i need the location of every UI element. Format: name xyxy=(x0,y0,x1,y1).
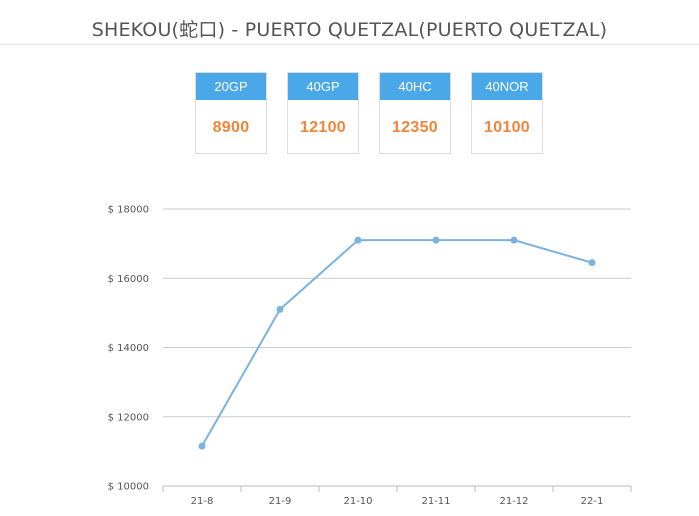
y-tick-label: $ 10000 xyxy=(108,482,149,493)
data-point xyxy=(354,236,362,244)
data-point xyxy=(198,442,206,450)
y-tick-label: $ 12000 xyxy=(108,412,149,423)
container-type-label: 20GP xyxy=(196,73,266,100)
container-type-label: 40NOR xyxy=(472,73,542,100)
container-type-label: 40HC xyxy=(380,73,450,100)
data-point xyxy=(276,305,284,313)
data-point xyxy=(588,259,596,267)
container-type-label: 40GP xyxy=(288,73,358,100)
x-tick-label: 22-1 xyxy=(581,496,604,507)
container-price: 12100 xyxy=(300,119,346,136)
container-price: 12350 xyxy=(392,119,438,136)
price-series xyxy=(198,236,596,450)
x-tick-label: 21-8 xyxy=(191,496,214,507)
chart-grid xyxy=(163,208,631,487)
x-tick-label: 21-12 xyxy=(499,496,528,507)
y-axis-ticks: $ 10000 $ 12000 $ 14000 $ 16000 $ 18000 xyxy=(108,205,149,493)
y-tick-label: $ 18000 xyxy=(108,205,149,216)
y-tick-label: $ 14000 xyxy=(108,343,149,354)
price-card-40gp: 40GP 12100 xyxy=(287,72,359,154)
data-point xyxy=(432,236,440,244)
price-card-40nor: 40NOR 10100 xyxy=(471,72,543,154)
x-tick-label: 21-9 xyxy=(269,496,292,507)
page-header: SHEKOU(蛇口) - PUERTO QUETZAL(PUERTO QUETZ… xyxy=(0,0,699,45)
x-tick-label: 21-11 xyxy=(421,496,450,507)
x-axis: 21-8 21-9 21-10 21-11 21-12 22-1 xyxy=(162,485,632,507)
container-price: 8900 xyxy=(212,119,250,136)
series-line xyxy=(201,239,593,447)
route-title: SHEKOU(蛇口) - PUERTO QUETZAL(PUERTO QUETZ… xyxy=(91,19,608,41)
price-card-40hc: 40HC 12350 xyxy=(379,72,451,154)
data-point xyxy=(510,236,518,244)
container-price: 10100 xyxy=(484,119,530,136)
x-tick-label: 21-10 xyxy=(343,496,372,507)
y-tick-label: $ 16000 xyxy=(108,274,149,285)
price-card-20gp: 20GP 8900 xyxy=(195,72,267,154)
